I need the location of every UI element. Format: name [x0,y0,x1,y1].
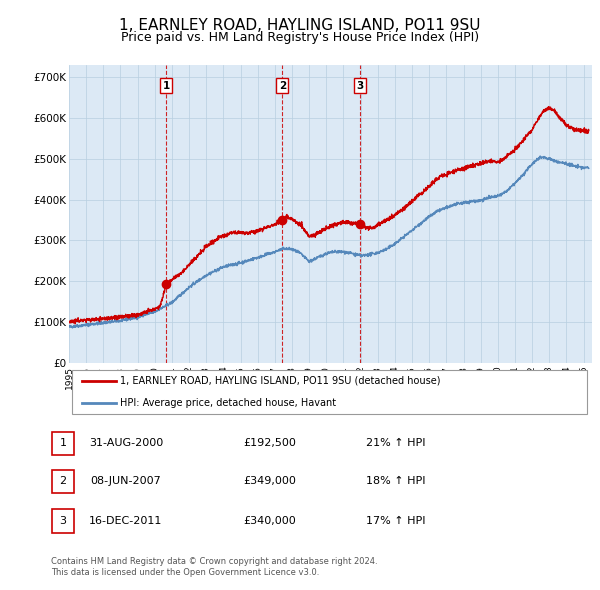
Text: 2: 2 [279,81,286,91]
Text: 08-JUN-2007: 08-JUN-2007 [91,477,161,486]
Text: 2: 2 [59,477,67,486]
Text: 3: 3 [356,81,364,91]
Text: 31-AUG-2000: 31-AUG-2000 [89,438,163,448]
Text: 1, EARNLEY ROAD, HAYLING ISLAND, PO11 9SU (detached house): 1, EARNLEY ROAD, HAYLING ISLAND, PO11 9S… [120,376,441,386]
Text: £349,000: £349,000 [244,477,296,486]
Text: 1: 1 [59,438,67,448]
Text: £192,500: £192,500 [244,438,296,448]
Text: 18% ↑ HPI: 18% ↑ HPI [366,477,426,486]
Text: 16-DEC-2011: 16-DEC-2011 [89,516,163,526]
Text: 17% ↑ HPI: 17% ↑ HPI [366,516,426,526]
Text: 3: 3 [59,516,67,526]
Text: 1, EARNLEY ROAD, HAYLING ISLAND, PO11 9SU: 1, EARNLEY ROAD, HAYLING ISLAND, PO11 9S… [119,18,481,32]
Text: Contains HM Land Registry data © Crown copyright and database right 2024.: Contains HM Land Registry data © Crown c… [51,558,377,566]
Text: HPI: Average price, detached house, Havant: HPI: Average price, detached house, Hava… [120,398,337,408]
Text: This data is licensed under the Open Government Licence v3.0.: This data is licensed under the Open Gov… [51,568,319,577]
Text: £340,000: £340,000 [244,516,296,526]
Text: Price paid vs. HM Land Registry's House Price Index (HPI): Price paid vs. HM Land Registry's House … [121,31,479,44]
Text: 21% ↑ HPI: 21% ↑ HPI [366,438,426,448]
Text: 1: 1 [163,81,170,91]
